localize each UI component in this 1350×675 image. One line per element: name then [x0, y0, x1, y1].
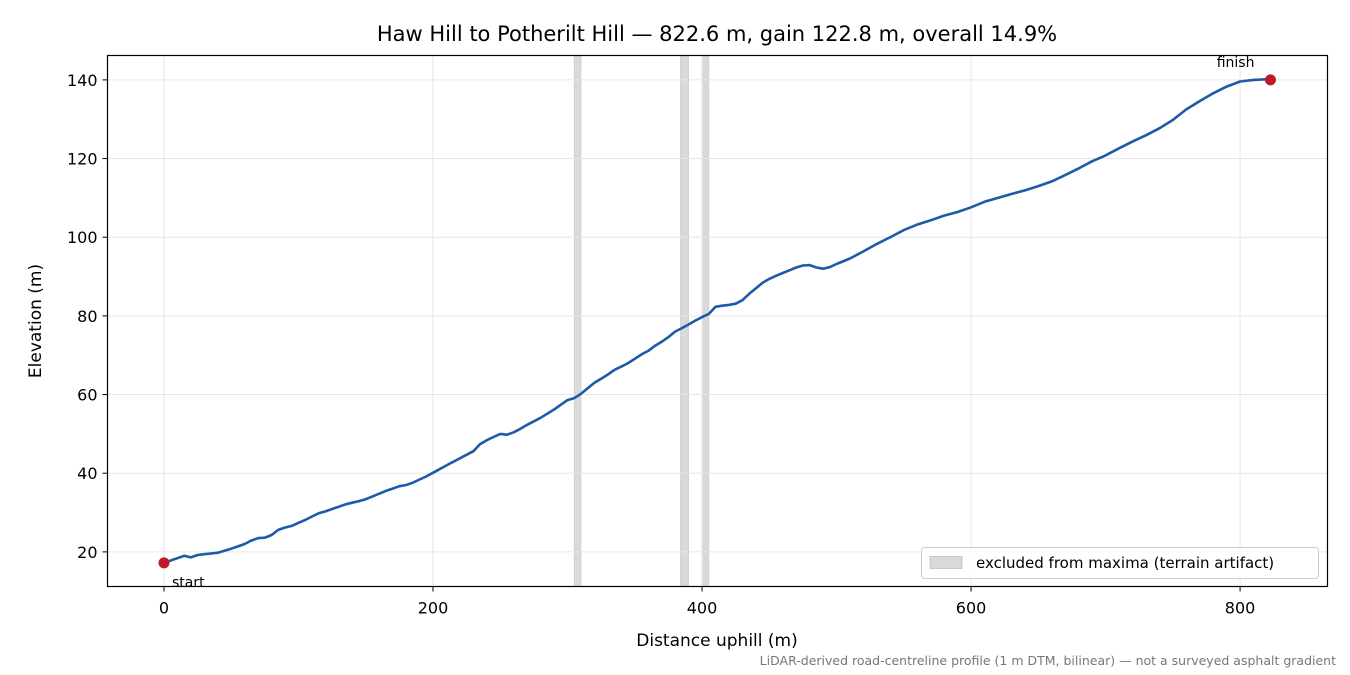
y-tick-label: 120 [67, 150, 98, 169]
y-axis-label: Elevation (m) [26, 264, 46, 378]
x-axis-label: Distance uphill (m) [636, 631, 797, 651]
profile-line-layer [162, 77, 1272, 565]
endpoints: start finish [158, 55, 1276, 591]
y-tick-label: 40 [77, 464, 97, 483]
excluded-band [573, 55, 582, 587]
excluded-bands [573, 55, 710, 587]
y-tick-label: 60 [77, 386, 97, 405]
y-tick-label: 100 [67, 228, 98, 247]
legend-band-swatch [929, 556, 963, 569]
legend-band-label: excluded from maxima (terrain artifact) [976, 554, 1274, 572]
y-tick-label: 80 [77, 307, 97, 326]
plot-frame [106, 54, 1329, 588]
x-tick-label: 400 [687, 599, 718, 618]
endpoint-label-finish: finish [1217, 55, 1255, 71]
endpoint-marker-finish [1264, 74, 1276, 86]
chart-title: Haw Hill to Potherilt Hill — 822.6 m, ga… [377, 22, 1057, 46]
y-tick-label: 20 [77, 543, 97, 562]
axis-ticks: 0 200 400 600 800 20 40 60 80 100 120 140 [67, 71, 1255, 618]
grid [107, 55, 1328, 587]
endpoint-marker-start [158, 557, 170, 569]
x-tick-label: 600 [956, 599, 987, 618]
footnote: LiDAR-derived road-centreline profile (1… [760, 653, 1336, 668]
endpoint-label-start: start [172, 575, 205, 591]
y-tick-label: 140 [67, 71, 98, 90]
x-tick-label: 200 [418, 599, 449, 618]
excluded-band [680, 55, 689, 587]
excluded-band [701, 55, 710, 587]
x-tick-label: 0 [159, 599, 169, 618]
x-tick-label: 800 [1225, 599, 1256, 618]
elevation-profile-line [162, 77, 1272, 565]
legend-box [921, 547, 1319, 579]
legend: excluded from maxima (terrain artifact) [921, 547, 1319, 579]
